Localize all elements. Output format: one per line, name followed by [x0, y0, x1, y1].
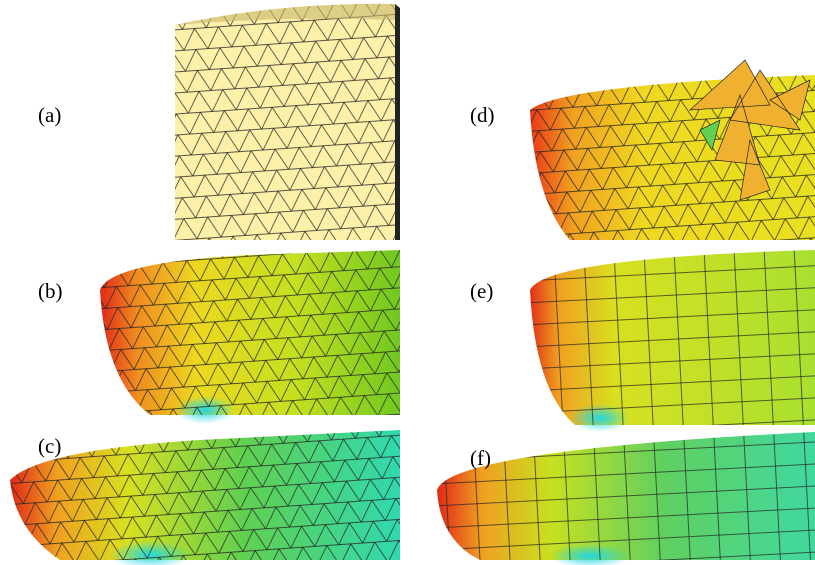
- panel-f: [437, 432, 815, 565]
- page: {"panels": [{"label": "(a)"}, {"label": …: [0, 0, 815, 565]
- panel-label: (e): [470, 279, 493, 303]
- panel-label: (b): [38, 279, 63, 303]
- panel-b: [100, 250, 400, 424]
- panel-label: (d): [470, 103, 495, 127]
- panel-label: (a): [38, 103, 61, 127]
- panel-a: [175, 4, 400, 240]
- panel-c: [10, 430, 400, 565]
- figure: (a) (b) (c) (d) (e) (f): [0, 0, 815, 565]
- panel-label: (f): [470, 446, 491, 470]
- panel-label: (c): [38, 434, 61, 458]
- panel-d: [530, 60, 815, 240]
- panel-e: [530, 250, 815, 432]
